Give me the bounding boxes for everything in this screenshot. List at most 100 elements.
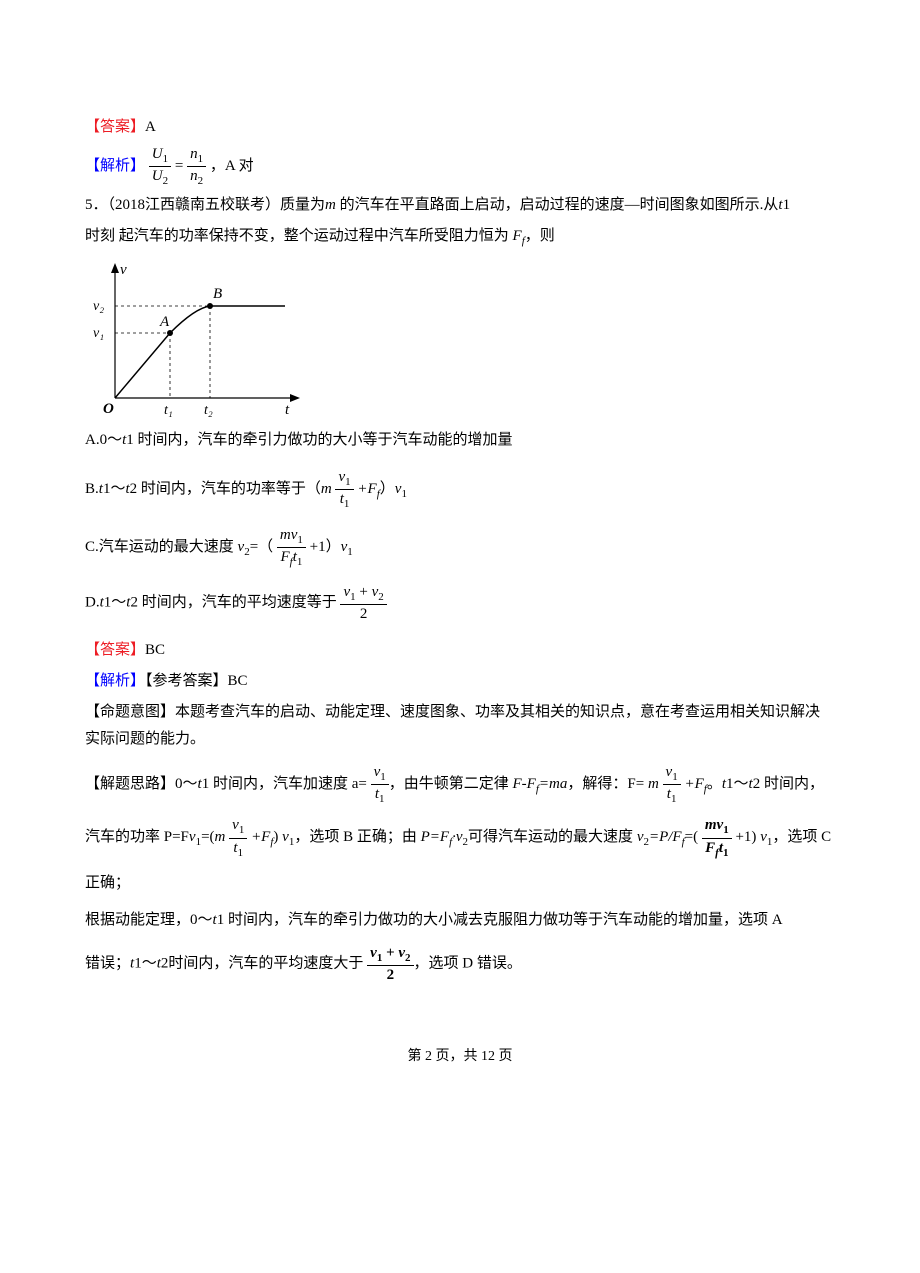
p2e: ，选项 B 正确；由 [294, 830, 420, 846]
p1ns: 1 [380, 771, 386, 783]
foot-b: 页，共 [432, 1049, 481, 1064]
graph-v1: v₁ [93, 326, 104, 341]
p2dF: F [705, 840, 715, 856]
p2j: ，选项 C [772, 830, 831, 846]
option-A: A.0～t1 时间内，汽车的牵引力做功的大小等于汽车动能的增加量 [85, 427, 835, 454]
sub1: 1 [163, 153, 169, 165]
n2s: 2 [198, 175, 204, 187]
p1eq: F-F [513, 776, 536, 792]
optC-pre: C.汽车运动的最大速度 [85, 539, 238, 555]
q5-path-line2: 汽车的功率 P=Fv1=(m v1 t1 +Ff) v1，选项 B 正确；由 P… [85, 816, 835, 859]
t1s: 1 [783, 197, 791, 213]
p5a: 错误； [85, 955, 130, 971]
graph-B: B [213, 286, 222, 302]
p2g: =P/F [649, 830, 682, 846]
q5-analysis-label: 【解析】 [85, 673, 145, 689]
U1: U [152, 146, 163, 162]
q5-path-line1: 【解题思路】0～t1 时间内，汽车加速度 a= v1 t1 ，由牛顿第二定律 F… [85, 763, 835, 806]
option-C: C.汽车运动的最大速度 v2=（ mv1 Fft1 +1）v1 [85, 526, 835, 569]
ref-label: 【参考答案】 [145, 673, 228, 689]
p1m: m [648, 776, 659, 792]
q4-analysis: 【解析】 U1 U2 = n1 n2 ，A 对 [85, 145, 835, 188]
q5-stem: 5．（2018江西赣南五校联考）质量为m 的汽车在平直路面上启动，启动过程的速度… [85, 192, 835, 219]
p2d2: ) [273, 830, 282, 846]
sub2: 2 [163, 175, 169, 187]
q5-stem4: ，则 [525, 228, 555, 244]
option-D: D.t1～t2 时间内，汽车的平均速度等于 v1 + v2 2 [85, 583, 835, 623]
p1c: ，由牛顿第二定律 [389, 776, 513, 792]
p3: 正确； [85, 875, 130, 891]
frac-n: n1 n2 [187, 145, 206, 188]
q5-stem3: 时刻 起汽车的功率保持不变，整个运动过程中汽车所受阻力恒为 [85, 228, 513, 244]
optD-plus: + [356, 584, 372, 600]
page-footer: 第 2 页，共 12 页 [85, 1044, 835, 1069]
optB-m: m [321, 481, 332, 497]
optC-v1s: 1 [347, 546, 353, 558]
optC-denF: F [280, 549, 289, 565]
p5-frac: v1 + v2 2 [367, 944, 413, 984]
graph-t: t [285, 402, 290, 418]
optA-pre: A.0～ [85, 432, 122, 448]
optD-txt: 时间内，汽车的平均速度等于 [138, 594, 337, 610]
p1ds: 1 [379, 793, 385, 805]
optB-den-s: 1 [344, 498, 350, 510]
p5v1: v [370, 945, 377, 961]
p1d2: ，解得：F= [567, 776, 648, 792]
foot-a: 第 [408, 1049, 426, 1064]
p2h: =( [685, 830, 698, 846]
p1g: 时间内， [760, 776, 824, 792]
p5den: 2 [367, 966, 413, 984]
p5v2s: 2 [405, 952, 411, 964]
graph-v: v [120, 262, 127, 278]
p1t1bs: 1 [726, 776, 734, 792]
p2a: 汽车的功率 P=F [85, 830, 189, 846]
q5-path-line3: 正确； [85, 870, 835, 897]
p2dts: 1 [723, 847, 729, 859]
p1e: +F [681, 776, 704, 792]
intent-label: 【命题意图】 [85, 704, 175, 720]
p1mid: ～ [734, 776, 749, 792]
page-container: 【答案】A 【解析】 U1 U2 = n1 n2 ，A 对 5．（2018江西赣… [0, 0, 920, 1119]
optB-plus: +F [354, 481, 377, 497]
foot-total: 12 [481, 1049, 495, 1064]
q5-answer-val: BC [145, 642, 165, 658]
ref-val: BC [228, 673, 248, 689]
analysis-label: 【解析】 [85, 158, 145, 174]
optB-mid: ～ [110, 481, 125, 497]
optB-txt: 时间内，汽车的功率等于（ [137, 481, 321, 497]
p2n: v [232, 817, 239, 833]
optD-den: 2 [340, 605, 386, 623]
p2v1c: v [760, 830, 767, 846]
optB-num-s: 1 [345, 476, 351, 488]
optB-t2s: 2 [130, 481, 138, 497]
foot-c: 页 [495, 1049, 513, 1064]
velocity-time-graph: A B v v₁ v₂ t t₁ t₂ O [85, 258, 305, 423]
q5-answer: 【答案】BC [85, 637, 835, 664]
p2i: +1) [732, 830, 760, 846]
p2b: =( [201, 830, 214, 846]
p5b: 时间内，汽车的平均速度大于 [168, 955, 363, 971]
graph-t2: t₂ [204, 403, 213, 418]
U2: U [152, 168, 163, 184]
optD-mid: ～ [111, 594, 126, 610]
optD-t2s: 2 [130, 594, 138, 610]
optC-plus1: +1） [306, 539, 341, 555]
graph-t1: t₁ [164, 403, 173, 418]
p1n2s: 1 [672, 771, 678, 783]
q5-stem1: 质量为 [280, 197, 325, 213]
p2pf: P=F [421, 830, 449, 846]
q5-source: （2018江西赣南五校联考） [108, 197, 281, 213]
p2v1b: v [282, 830, 289, 846]
optB-pre: B. [85, 481, 99, 497]
q5-intent: 【命题意图】本题考查汽车的启动、动能定理、速度图象、功率及其相关的知识点，意在考… [85, 699, 835, 753]
q5-ref: 【解析】【参考答案】BC [85, 668, 835, 695]
p2-frac: v1 t1 [229, 816, 247, 859]
q5-stem2: 的汽车在平直路面上启动，启动过程的速度—时间图象如图所示.从 [336, 197, 779, 213]
q5-stem-line2: 时刻 起汽车的功率保持不变，整个运动过程中汽车所受阻力恒为 Ff，则 [85, 223, 835, 252]
p2c: +F [247, 830, 270, 846]
graph-v2: v₂ [93, 299, 104, 314]
p1eq2: =ma [539, 776, 567, 792]
q5-number: 5． [85, 197, 108, 213]
p4b: 时间内，汽车的牵引力做功的大小减去克服阻力做功等于汽车动能的增加量，选项 A [224, 912, 782, 928]
mass-m: m [325, 197, 336, 213]
